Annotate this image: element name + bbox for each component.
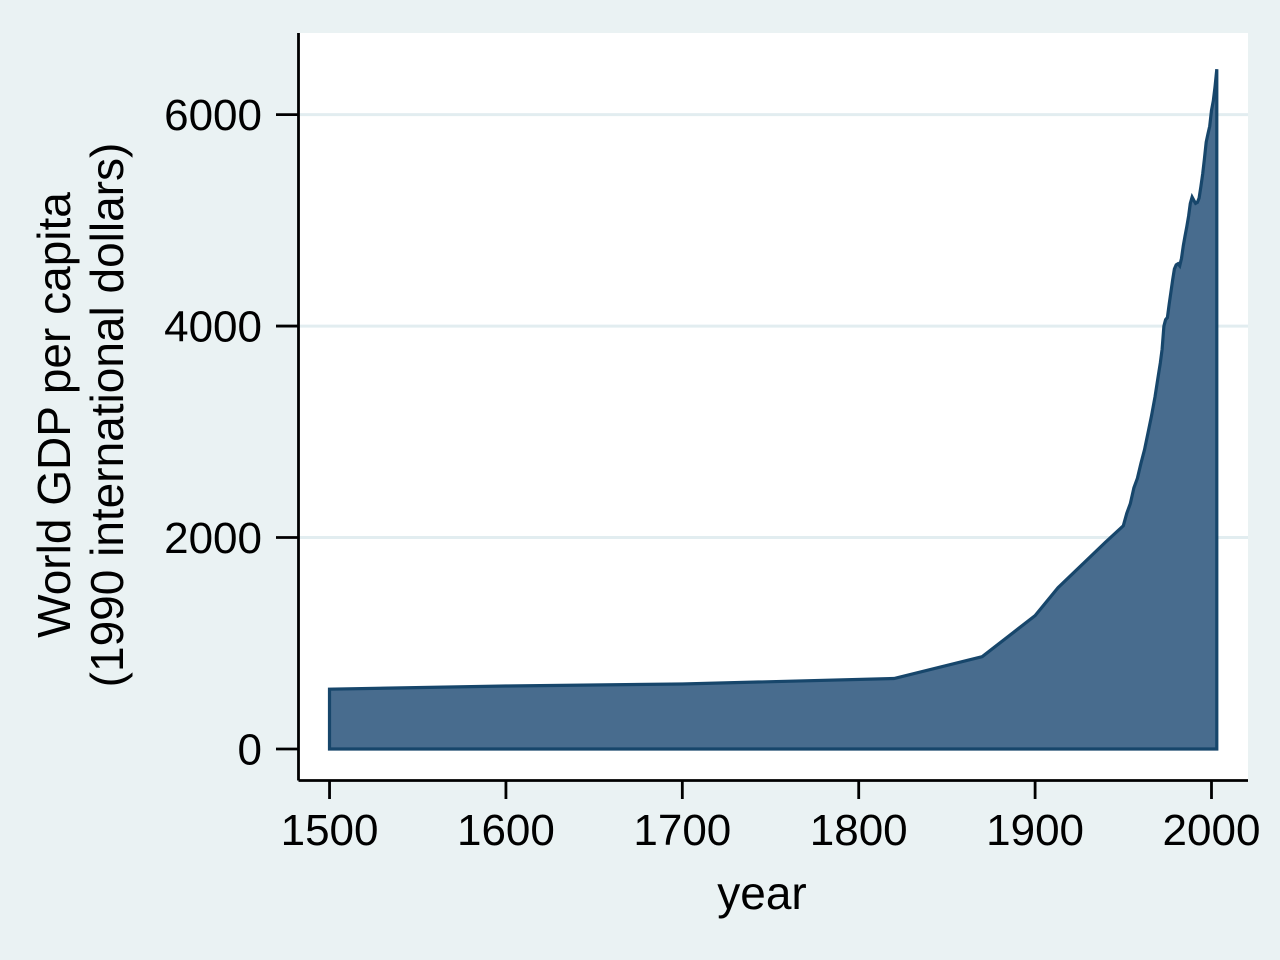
- y-axis-title-line: (1990 international dollars): [81, 143, 133, 688]
- y-tick-label: 6000: [164, 91, 262, 140]
- y-tick-label: 0: [238, 725, 262, 774]
- axis-titles-layer: year World GDP per capita (1990 internatio…: [28, 143, 807, 919]
- axes-layer: [297, 33, 1248, 782]
- tick-labels-layer: 0 2000 4000 6000 1500 1600 1700 1800 1900 2000: [164, 91, 1260, 855]
- y-axis-title-line: World GDP per capita: [28, 192, 80, 638]
- x-tick-label: 1800: [810, 806, 908, 855]
- ticks-layer: [276, 113, 1213, 799]
- x-axis-title: year: [717, 867, 806, 919]
- gridlines-layer: [298, 113, 1248, 540]
- x-tick-label: 1700: [633, 806, 731, 855]
- y-tick-label: 2000: [164, 514, 262, 563]
- area-series-layer: [327, 69, 1219, 751]
- gdp-area-series: [327, 69, 1219, 751]
- x-tick-label: 1900: [986, 806, 1084, 855]
- y-tick-label: 4000: [164, 303, 262, 352]
- x-tick-label: 1500: [281, 806, 379, 855]
- x-tick-label: 1600: [457, 806, 555, 855]
- x-tick-label: 2000: [1163, 806, 1261, 855]
